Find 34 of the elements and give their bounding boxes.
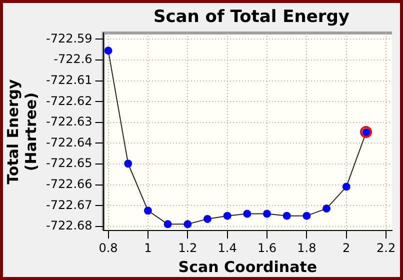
y-tick-label: -722.68	[46, 218, 92, 233]
x-axis-title: Scan Coordinate	[178, 258, 318, 276]
point	[342, 182, 350, 191]
point	[184, 220, 192, 228]
y-tick-label: -722.6	[54, 52, 92, 66]
point	[203, 214, 212, 223]
point	[124, 160, 132, 168]
x-tick-label: 1.8	[297, 240, 316, 255]
point	[282, 212, 291, 220]
x-tick-label: 1.2	[178, 240, 198, 255]
y-tick-label: -722.63	[46, 114, 92, 129]
point	[223, 212, 232, 220]
y-tick-label: -722.65	[46, 156, 92, 170]
point	[302, 212, 311, 220]
point	[164, 220, 172, 228]
x-tick-label: 1.4	[218, 240, 237, 255]
y-tick-label: -722.61	[46, 72, 92, 87]
y-tick-label: -722.67	[46, 198, 92, 212]
chart-title: Scan of Total Energy	[152, 7, 351, 27]
point	[104, 46, 112, 55]
point	[322, 204, 331, 213]
point	[243, 210, 252, 218]
y-tick-label: -722.59	[46, 31, 92, 46]
x-tick-label: 1	[144, 240, 152, 255]
y-tick-label: -722.64	[46, 135, 92, 150]
point	[144, 206, 152, 215]
x-tick-label: 0.8	[98, 240, 118, 255]
point	[263, 210, 272, 218]
y-axis-title: Total Energy (Hartree)	[4, 78, 40, 184]
y-tick-label: -722.62	[46, 94, 92, 108]
x-tick-label: 2	[342, 240, 350, 255]
x-tick-label: 2.2	[376, 240, 396, 255]
y-tick-label: -722.66	[46, 176, 92, 191]
x-tick-label: 1.6	[257, 240, 277, 255]
